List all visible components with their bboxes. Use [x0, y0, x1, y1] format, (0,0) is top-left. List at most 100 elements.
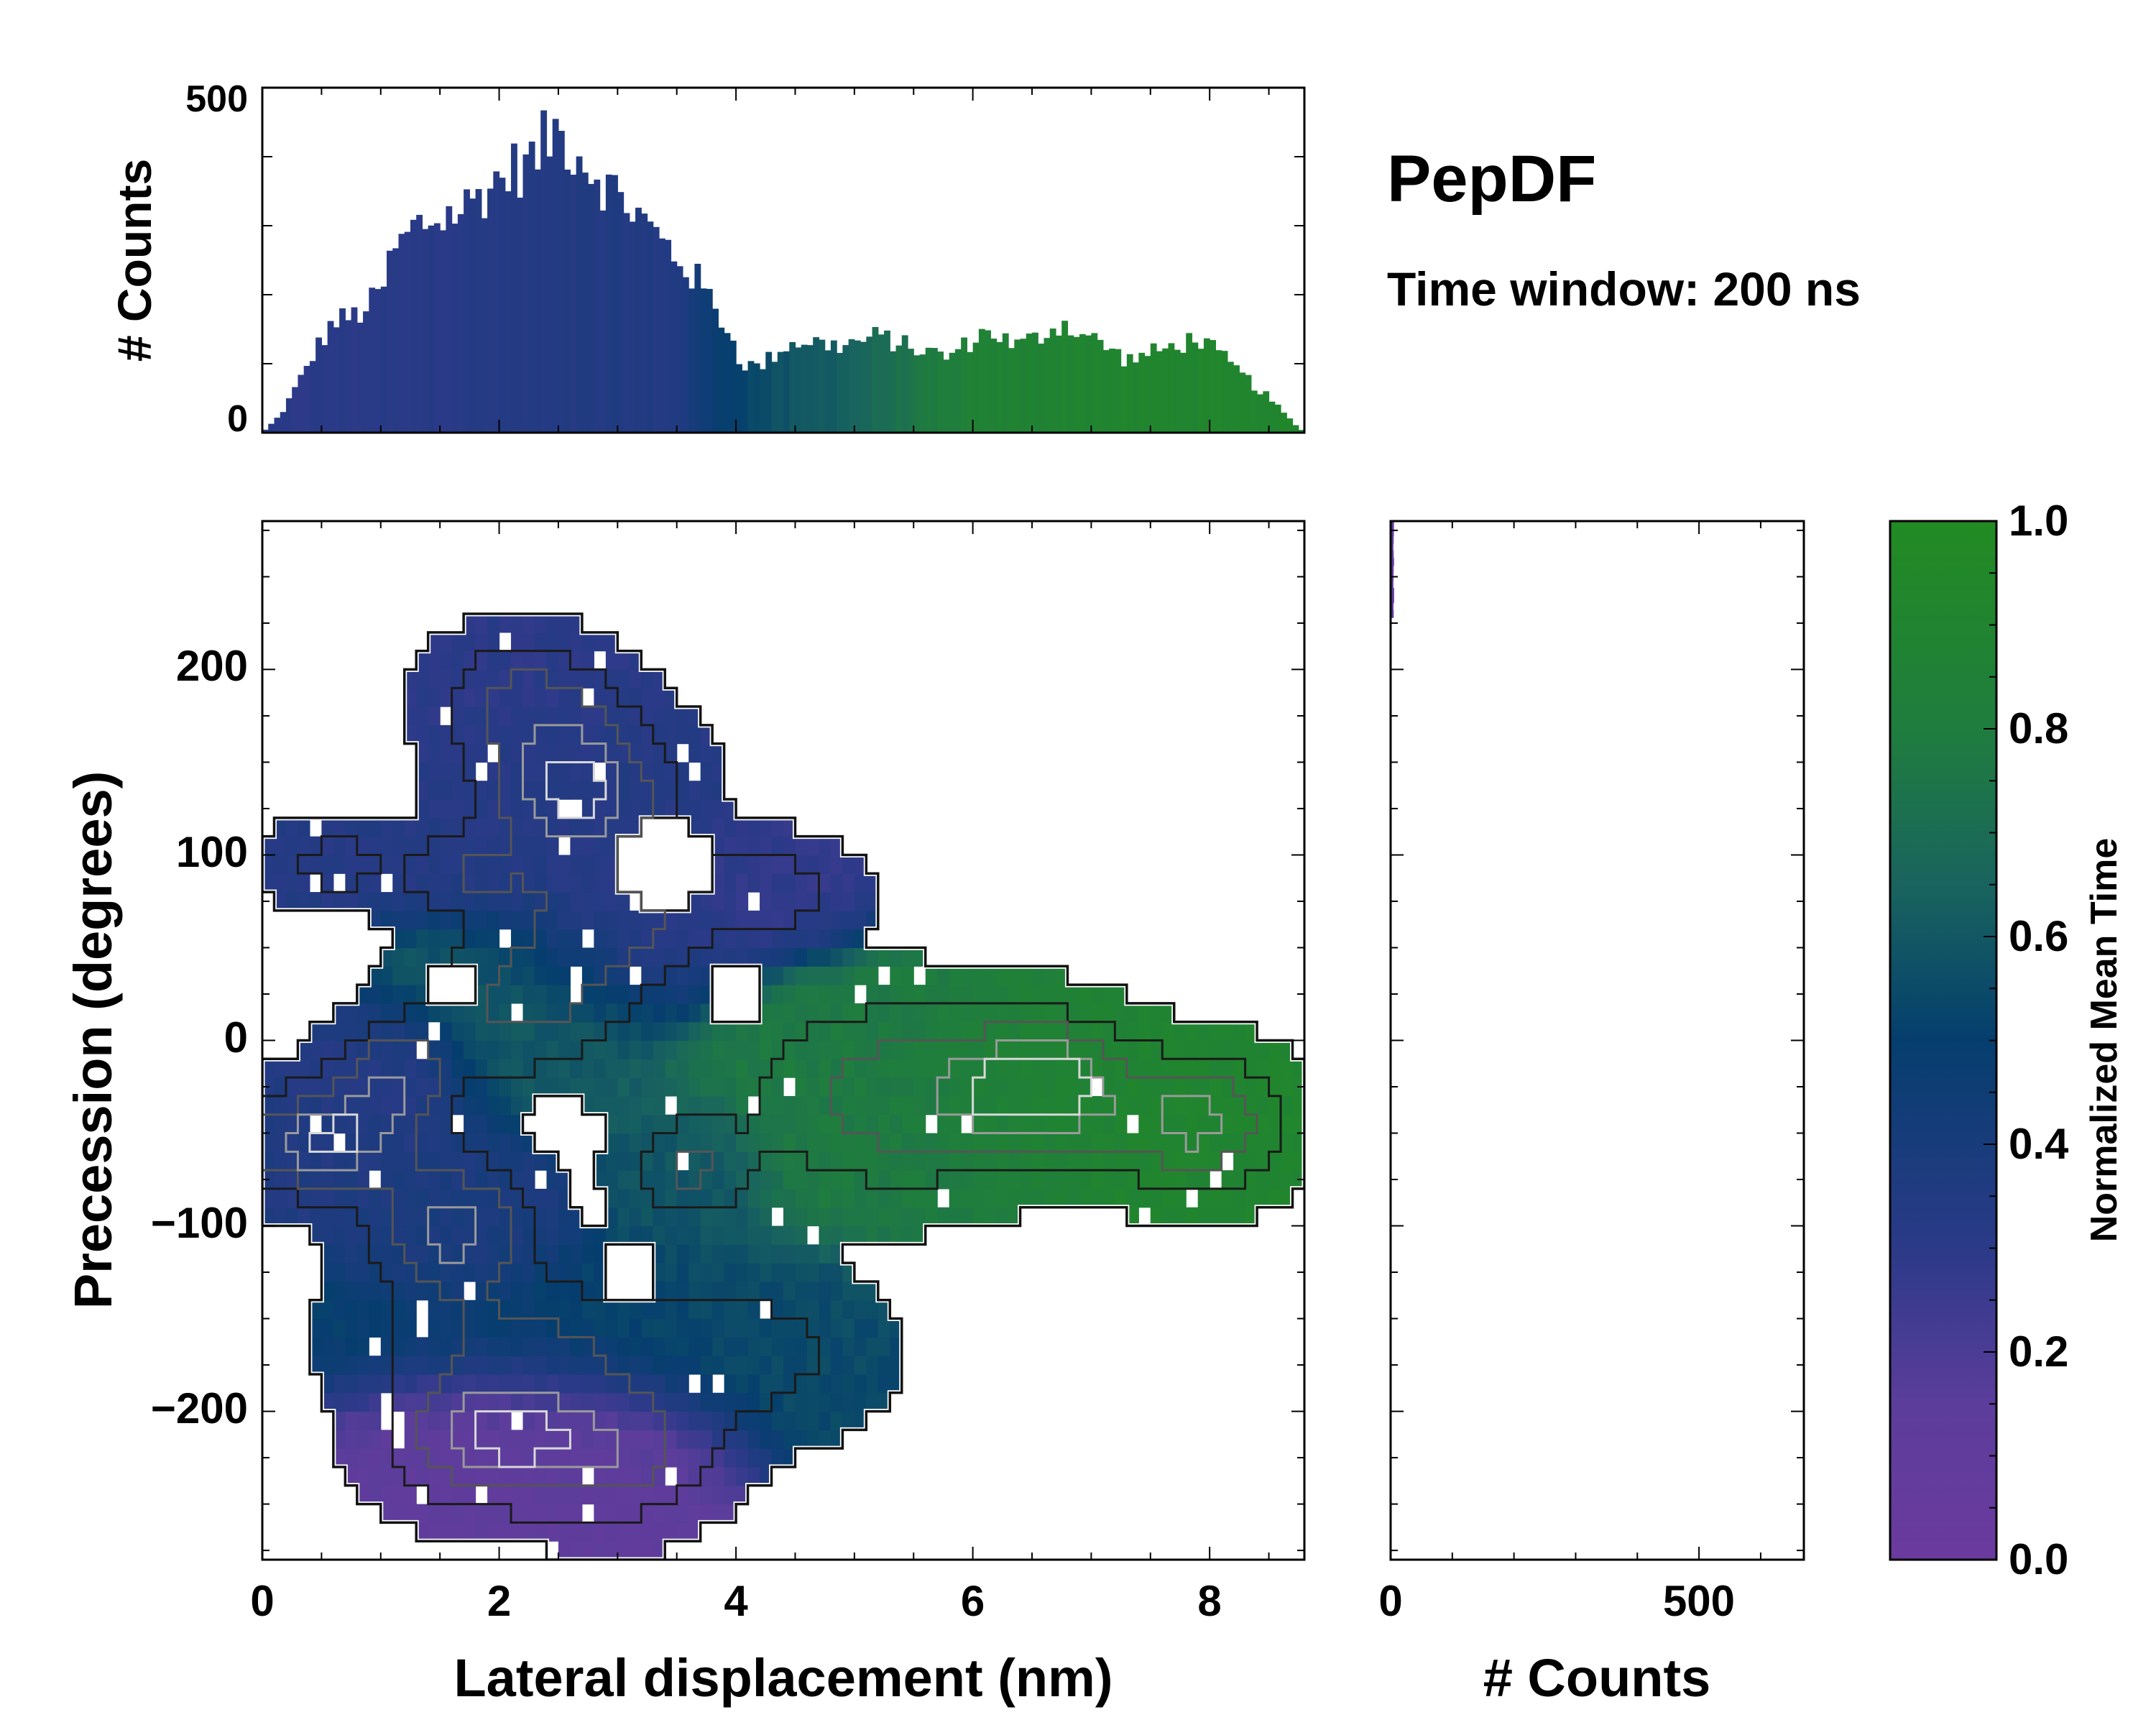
- heatmap-cell: [760, 1170, 773, 1190]
- heatmap-cell: [487, 1003, 500, 1023]
- heatmap-cell: [830, 1263, 843, 1282]
- heatmap-cell: [641, 1207, 654, 1227]
- top-histogram-bar: [327, 321, 334, 433]
- heatmap-cell: [806, 1411, 820, 1430]
- heatmap-cell: [558, 762, 571, 781]
- heatmap-cell: [605, 1188, 618, 1208]
- heatmap-cell: [641, 1392, 654, 1412]
- heatmap-cell: [819, 1170, 831, 1190]
- heatmap-cell: [534, 1448, 548, 1468]
- heatmap-cell: [1079, 1040, 1092, 1059]
- heatmap-cell: [736, 1392, 749, 1412]
- heatmap-cell: [1079, 1021, 1092, 1041]
- heatmap-cell: [1257, 1059, 1270, 1078]
- heatmap-cell: [830, 966, 843, 985]
- heatmap-cell: [795, 1040, 808, 1059]
- heatmap-cell: [333, 1318, 346, 1338]
- heatmap-cell: [688, 1466, 701, 1486]
- heatmap-cell: [629, 1392, 642, 1412]
- heatmap-cell: [594, 1337, 607, 1356]
- heatmap-cell: [795, 910, 808, 930]
- heatmap-cell: [783, 910, 796, 930]
- heatmap-cell: [700, 1318, 713, 1338]
- heatmap-cell: [806, 1207, 820, 1227]
- heatmap-cell: [522, 1504, 535, 1523]
- heatmap-cell: [1233, 1095, 1246, 1116]
- heatmap-cell: [428, 1411, 441, 1430]
- heatmap-cell: [806, 1151, 820, 1171]
- heatmap-cell: [653, 1522, 665, 1542]
- heatmap-cell: [783, 1133, 796, 1152]
- heatmap-cell: [783, 817, 796, 837]
- heatmap-cell: [830, 1411, 843, 1430]
- heatmap-cell: [961, 1003, 974, 1023]
- heatmap-cell: [416, 1430, 429, 1449]
- heatmap-cell: [428, 1207, 441, 1227]
- heatmap-cell: [676, 1263, 689, 1282]
- right-histogram-bar: [1391, 610, 1394, 618]
- heatmap-cell: [570, 707, 583, 726]
- heatmap-cell: [594, 1374, 607, 1394]
- heatmap-cell: [629, 1207, 642, 1227]
- heatmap-cell: [475, 1411, 488, 1430]
- heatmap-cell: [877, 1392, 890, 1412]
- heatmap-cell: [487, 1114, 500, 1134]
- heatmap-cell: [369, 873, 382, 893]
- heatmap-cell: [345, 1318, 358, 1338]
- heatmap-cell: [913, 1059, 926, 1078]
- heatmap-cell: [487, 1504, 500, 1523]
- heatmap-cell: [712, 1356, 725, 1375]
- heatmap-cell: [854, 947, 867, 967]
- heatmap-cell: [724, 929, 737, 949]
- heatmap-cell: [546, 836, 559, 856]
- heatmap-cell: [605, 892, 618, 911]
- heatmap-cell: [534, 1485, 548, 1505]
- heatmap-cell: [1020, 1133, 1033, 1152]
- heatmap-cell: [641, 1040, 654, 1059]
- heatmap-cell: [404, 688, 417, 707]
- heatmap-cell: [369, 1300, 382, 1320]
- heatmap-cell: [676, 985, 689, 1004]
- top-histogram-bar: [1210, 340, 1217, 433]
- heatmap-cell: [629, 688, 642, 707]
- heatmap-cell: [653, 781, 665, 800]
- heatmap-cell: [700, 1411, 713, 1430]
- heatmap-contour-line: [262, 668, 1258, 1487]
- heatmap-cell: [464, 855, 476, 874]
- heatmap-cell: [736, 836, 749, 856]
- heatmap-cell: [949, 1021, 962, 1041]
- heatmap-cell: [901, 985, 914, 1004]
- heatmap-cell: [1102, 1040, 1115, 1059]
- heatmap-cell: [464, 1448, 476, 1468]
- heatmap-cell: [511, 1281, 524, 1301]
- heatmap-cell: [369, 836, 382, 856]
- heatmap-cell: [428, 910, 441, 930]
- heatmap-cell: [475, 614, 488, 633]
- heatmap-cell: [534, 1077, 548, 1097]
- heatmap-cell: [416, 855, 429, 874]
- heatmap-cell: [451, 929, 464, 949]
- heatmap-cell: [581, 966, 594, 985]
- heatmap-cell: [771, 1059, 784, 1078]
- heatmap-cell: [369, 1430, 382, 1449]
- main-ticks: [262, 521, 1304, 1560]
- heatmap-cell: [380, 1059, 393, 1078]
- heatmap-cell: [475, 1059, 488, 1078]
- heatmap-cell: [321, 892, 334, 911]
- top-histogram-bar: [813, 337, 820, 433]
- heatmap-cell: [617, 1466, 630, 1486]
- heatmap-cell: [605, 1522, 618, 1542]
- heatmap-cell: [854, 910, 867, 930]
- heatmap-cell: [641, 799, 654, 819]
- heatmap-cell: [369, 1207, 382, 1227]
- heatmap-cell: [534, 1466, 548, 1486]
- heatmap-cell: [629, 1485, 642, 1505]
- heatmap-cell: [581, 1059, 594, 1078]
- heatmap-cell: [653, 1263, 665, 1282]
- heatmap-cell: [842, 1356, 855, 1375]
- heatmap-cell: [949, 1151, 962, 1171]
- heatmap-cell: [309, 1021, 322, 1041]
- heatmap-cell: [605, 1133, 618, 1152]
- heatmap-cell: [830, 1392, 843, 1412]
- heatmap-cell: [345, 1003, 358, 1023]
